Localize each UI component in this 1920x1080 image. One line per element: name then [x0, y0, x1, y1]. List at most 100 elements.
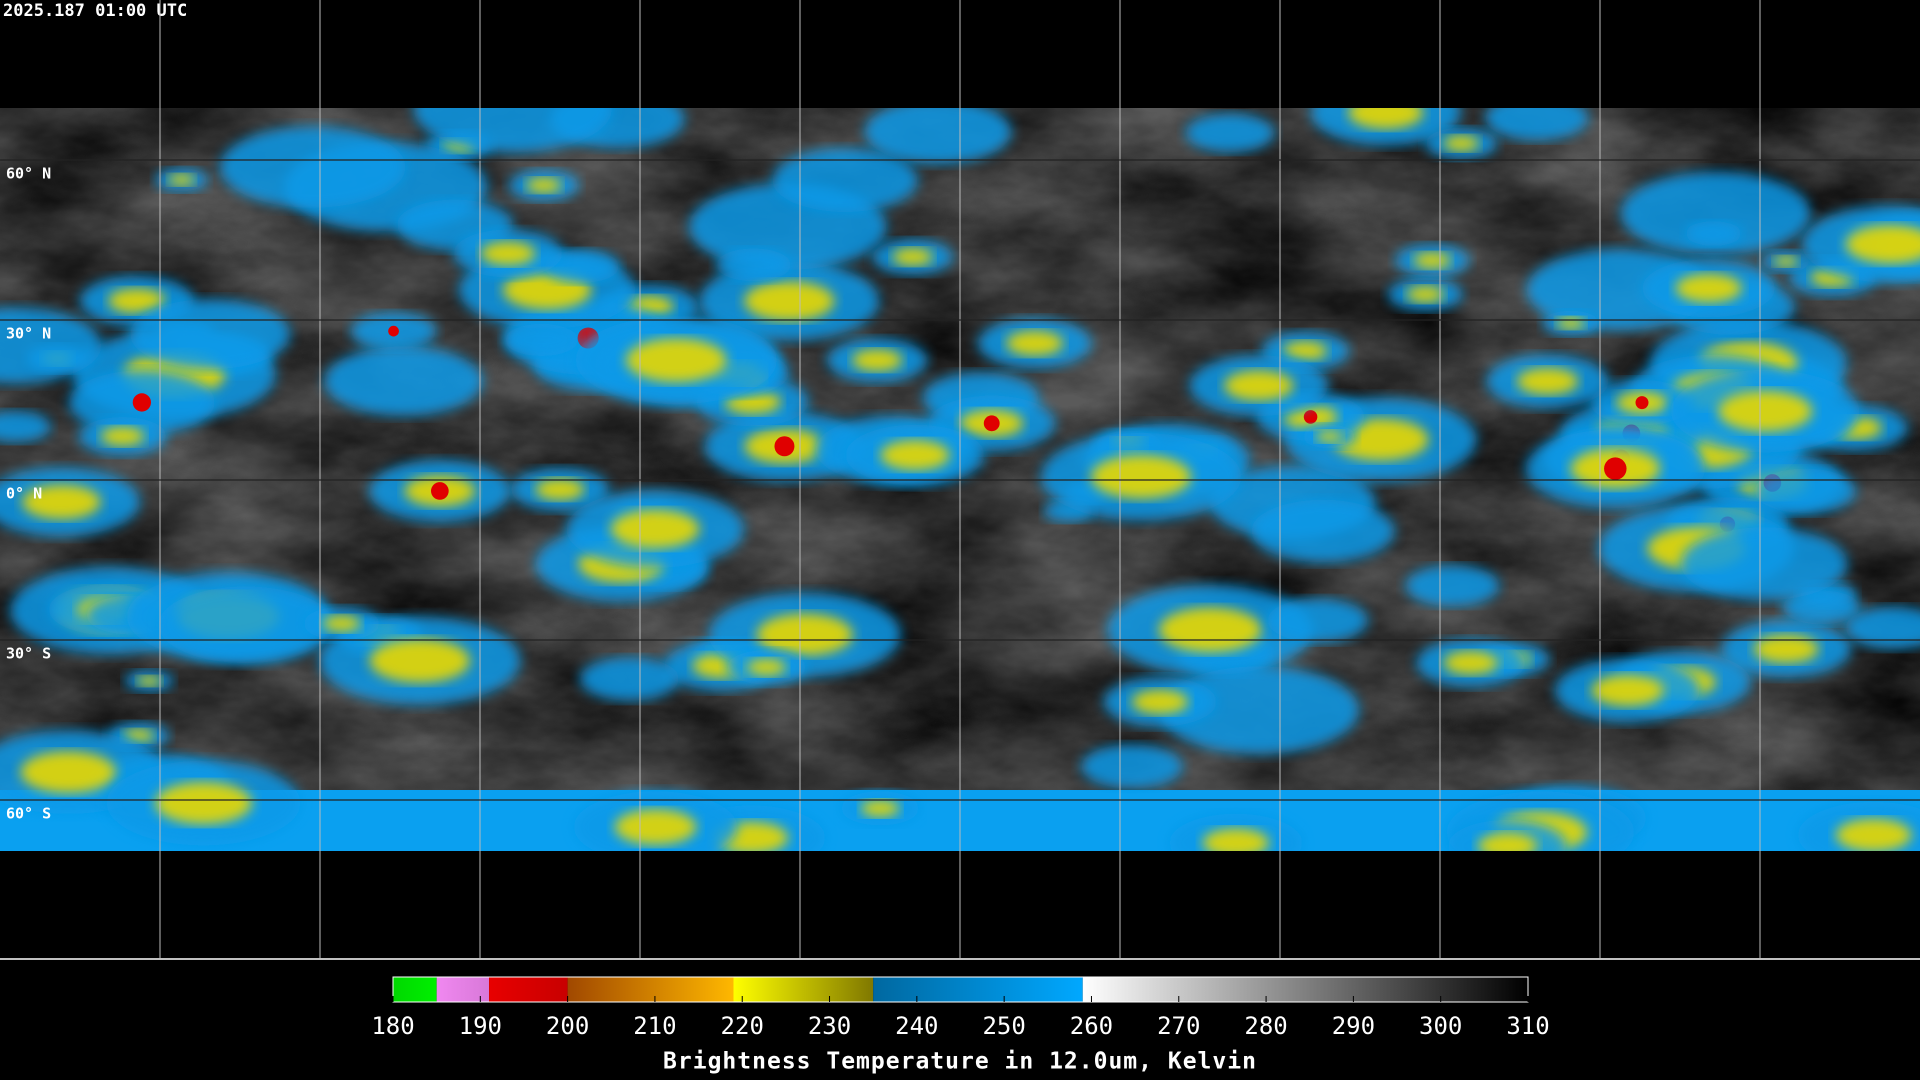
cloud-blue [1782, 590, 1860, 625]
cloud-yellow [1753, 634, 1819, 664]
cloud-yellow [1591, 674, 1664, 707]
colorbar-tick-label: 270 [1157, 1012, 1200, 1040]
cloud-blue [544, 249, 620, 283]
cloud-yellow [852, 349, 903, 372]
cloud-yellow [1443, 135, 1480, 152]
latitude-label: 30° S [6, 645, 51, 663]
colorbar-segment [436, 977, 490, 1002]
cloud-yellow [526, 177, 562, 193]
cloud-yellow [860, 799, 900, 817]
cloud-yellow [1845, 224, 1920, 264]
cloud-yellow [1717, 390, 1813, 432]
colorbar-title: Brightness Temperature in 12.0um, Kelvin [663, 1049, 1257, 1075]
cloud-blue [504, 323, 579, 357]
colorbar-tick-label: 200 [546, 1012, 589, 1040]
colorbar-tick-label: 220 [721, 1012, 764, 1040]
cloud-red [132, 393, 152, 412]
cloud-blue [219, 126, 406, 208]
cloud-blue [716, 248, 792, 282]
cloud-yellow [746, 658, 787, 676]
colorbar-segment [489, 977, 568, 1002]
cloud-yellow [20, 751, 117, 794]
cloud-yellow [369, 638, 471, 683]
cloud-blue [158, 586, 334, 664]
cloud-yellow [1348, 108, 1424, 129]
colorbar-tick-label: 260 [1070, 1012, 1113, 1040]
cloud-blue [1685, 221, 1742, 246]
cloud-blue [1680, 527, 1848, 601]
cloud-yellow [1675, 273, 1742, 303]
cloud-red [1604, 457, 1627, 480]
cloud-yellow [610, 509, 700, 549]
cloud-red [431, 482, 449, 500]
cloud-yellow [892, 248, 933, 266]
cloud-yellow [168, 173, 195, 186]
cloud-yellow [1090, 454, 1192, 499]
latitude-label: 60° S [6, 805, 51, 823]
colorbar-tick-label: 190 [459, 1012, 502, 1040]
colorbar-segment [1082, 977, 1528, 1002]
cloud-red [1303, 410, 1318, 424]
cloud-red [388, 325, 399, 337]
cloud-red [1635, 396, 1649, 410]
colorbar-segment [733, 977, 874, 1002]
colorbar-segment [873, 977, 1083, 1002]
cloud-blue [1158, 666, 1360, 754]
colorbar-tick-label: 300 [1419, 1012, 1462, 1040]
cloud-yellow [322, 615, 361, 632]
colorbar-segment [393, 977, 437, 1002]
cloud-blue [1620, 171, 1811, 255]
cloud-yellow [1315, 430, 1343, 443]
cloud-yellow [756, 613, 853, 656]
cloud-yellow [137, 675, 162, 687]
colorbar-tick-label: 240 [895, 1012, 938, 1040]
cloud-blue [1081, 744, 1183, 789]
cloud-yellow [155, 781, 252, 825]
cloud-blue [0, 307, 102, 384]
cloud-yellow [1283, 341, 1328, 361]
cloud-yellow [614, 809, 697, 845]
latitude-label: 0° N [6, 485, 42, 503]
latitude-label: 60° N [6, 165, 51, 183]
timestamp: 2025.187 01:00 UTC [3, 1, 187, 21]
cloud-yellow [1413, 252, 1451, 269]
colorbar-tick-label: 290 [1332, 1012, 1375, 1040]
cloud-blue [1251, 499, 1395, 563]
cloud-blue [130, 299, 291, 370]
cloud-blue [1754, 468, 1857, 514]
cloud-yellow [1224, 370, 1294, 401]
cloud-blue [0, 410, 52, 443]
cloud-yellow [535, 478, 585, 501]
colorbar-frame [392, 976, 1529, 1003]
cloud-yellow [100, 426, 145, 446]
cloud-yellow [108, 288, 166, 314]
cloud-yellow [122, 729, 154, 743]
cloud-yellow [1006, 330, 1064, 356]
cloud-yellow [880, 439, 950, 471]
colorbar-segment [567, 977, 734, 1002]
cloud-yellow [1131, 689, 1189, 715]
cloud-yellow [1158, 607, 1262, 653]
colorbar-tick-label: 250 [982, 1012, 1025, 1040]
colorbar-tick-label: 280 [1244, 1012, 1287, 1040]
cloud-yellow [1443, 650, 1499, 675]
cloud-blue [413, 108, 612, 153]
cloud-yellow [1406, 286, 1444, 303]
cloud-blue [1267, 598, 1369, 643]
cloud-blue [1845, 606, 1920, 649]
cloud-red [983, 415, 1000, 432]
latitude-label: 30° N [6, 325, 51, 343]
cloud-blue [1185, 113, 1275, 153]
colorbar-tick-label: 310 [1506, 1012, 1549, 1040]
cloud-blue [324, 346, 483, 416]
cloud-yellow [1556, 316, 1585, 330]
cloud-yellow [1835, 818, 1912, 851]
cloud-yellow [480, 241, 536, 266]
colorbar-tick-label: 210 [633, 1012, 676, 1040]
cloud-blue [579, 657, 680, 701]
cloud-yellow [744, 281, 835, 321]
cloud-yellow [1516, 367, 1579, 395]
colorbar-tick-label: 230 [808, 1012, 851, 1040]
cloud-yellow [22, 484, 101, 520]
